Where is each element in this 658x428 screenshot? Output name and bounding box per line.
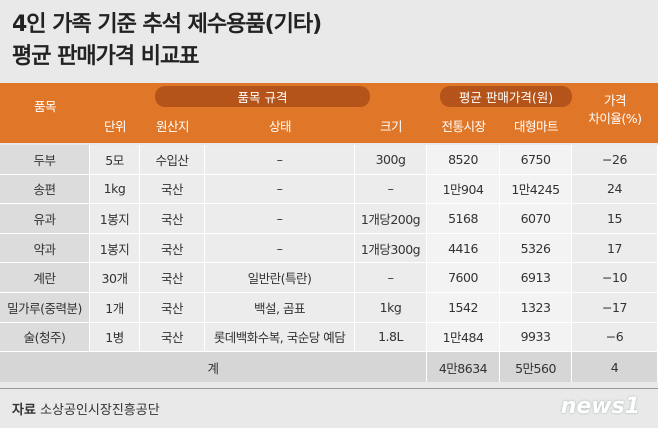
- cell: 백설, 곰표: [205, 293, 355, 323]
- cell: 일반란(특란): [205, 263, 355, 293]
- header-cell: 단위: [103, 118, 127, 134]
- group-header: 품목 규격: [155, 86, 370, 107]
- cell: 7600: [427, 263, 500, 293]
- total-label: 계: [0, 352, 427, 383]
- cell: 약과: [0, 233, 90, 264]
- cell: 6070: [500, 204, 572, 234]
- title: 4인 가족 기준 추석 제수용품(기타): [12, 12, 322, 37]
- cell: 15: [572, 204, 658, 234]
- cell: 30개: [90, 263, 140, 293]
- title: 평균 판매가격 비교표: [12, 44, 199, 69]
- cell: 6750: [500, 145, 572, 175]
- cell: 24: [572, 174, 658, 205]
- cell: –: [205, 145, 355, 175]
- cell: 1개당300g: [355, 233, 427, 264]
- cell: 6913: [500, 263, 572, 293]
- cell: −6: [572, 322, 658, 353]
- cell: 유과: [0, 204, 90, 234]
- cell: 국산: [140, 233, 205, 264]
- cell: 롯데백화수복, 국순당 예담: [205, 322, 355, 353]
- divider: [0, 388, 658, 389]
- header-cell: 전통시장: [441, 118, 486, 134]
- cell: 5모: [90, 145, 140, 175]
- cell: 국산: [140, 204, 205, 234]
- cell: 5326: [500, 233, 572, 264]
- total-cell: 5만560: [500, 352, 572, 383]
- group-header: 평균 판매가격(원): [440, 86, 572, 107]
- cell: 1323: [500, 293, 572, 323]
- header-cell: 상태: [268, 118, 292, 134]
- cell: 1봉지: [90, 233, 140, 264]
- cell: 1만484: [427, 322, 500, 353]
- source-label: 자료: [12, 403, 36, 418]
- cell: 국산: [140, 174, 205, 205]
- cell: 1병: [90, 322, 140, 353]
- cell: −10: [572, 263, 658, 293]
- source-text: 소상공인시장진흥공단: [40, 403, 160, 418]
- cell: 국산: [140, 263, 205, 293]
- cell: 국산: [140, 293, 205, 323]
- cell: −17: [572, 293, 658, 323]
- total-cell: 4만8634: [427, 352, 500, 383]
- cell: 300g: [355, 145, 427, 175]
- cell: 국산: [140, 322, 205, 353]
- cell: 두부: [0, 145, 90, 175]
- source: 자료 소상공인시장진흥공단: [12, 399, 160, 418]
- cell: 밀가루(중력분): [0, 293, 90, 323]
- cell: 8520: [427, 145, 500, 175]
- cell: 17: [572, 233, 658, 264]
- cell: –: [205, 204, 355, 234]
- cell: 1kg: [90, 174, 140, 205]
- cell: –: [205, 174, 355, 205]
- cell: 1542: [427, 293, 500, 323]
- header-cell: 가격: [603, 92, 627, 108]
- header-cell: 대형마트: [513, 118, 559, 134]
- cell: 1봉지: [90, 204, 140, 234]
- cell: 1kg: [355, 293, 427, 323]
- cell: 9933: [500, 322, 572, 353]
- cell: 1.8L: [355, 322, 427, 353]
- header-cell: 원산지: [155, 118, 190, 134]
- cell: 1만904: [427, 174, 500, 205]
- cell: –: [205, 233, 355, 264]
- cell: 수입산: [140, 145, 205, 175]
- total-cell: 4: [572, 352, 658, 383]
- cell: 4416: [427, 233, 500, 264]
- header-cell: 품목: [33, 99, 57, 114]
- logo: news1: [560, 394, 640, 419]
- cell: 술(청주): [0, 322, 90, 353]
- cell: 계란: [0, 263, 90, 293]
- cell: 송편: [0, 174, 90, 205]
- cell: –: [355, 263, 427, 293]
- cell: 1만4245: [500, 174, 572, 205]
- cell: –: [355, 174, 427, 205]
- cell: 5168: [427, 204, 500, 234]
- header-cell: 차이율(%): [588, 110, 642, 126]
- cell: 1개당200g: [355, 204, 427, 234]
- cell: 1개: [90, 293, 140, 323]
- cell: −26: [572, 145, 658, 175]
- header-cell: 크기: [379, 118, 403, 134]
